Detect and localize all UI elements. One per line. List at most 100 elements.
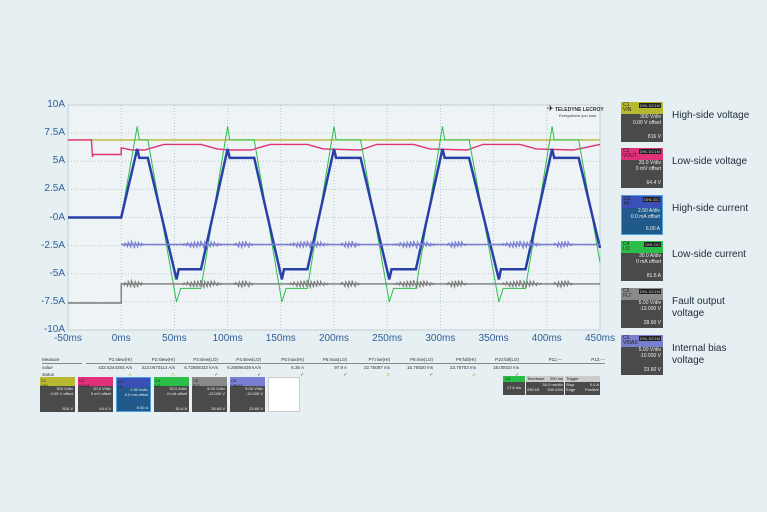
trace-line — [68, 139, 601, 158]
channel-id: C5 — [623, 288, 630, 294]
side-channel-c3[interactable]: C3 DHL DC HI 2.50 A/div 0.0 mA offset 6.00 A — [621, 195, 663, 235]
measure-value — [516, 364, 562, 371]
logo-brand: TELEDYNE LECROY — [554, 107, 604, 113]
trigger-type: Edge — [566, 387, 576, 392]
coupling-badge: DHL DC1M — [638, 149, 661, 154]
channel-id: C3 — [118, 379, 124, 384]
y-tick-label: -0A — [49, 211, 65, 223]
trigger-box[interactable]: Trigger Stop 0.0 A Edge Positive — [565, 376, 600, 395]
measure-value: 23.76703 ms — [449, 365, 476, 370]
channel-name: VIN — [41, 383, 48, 388]
timebase-value: 200 ms — [549, 376, 563, 381]
channel-scale: 5.00 V/div — [638, 347, 661, 353]
y-tick-label: -5A — [49, 267, 65, 279]
measure-column[interactable]: P9:fall(HI) 23.76703 ms ⚠ — [430, 356, 476, 378]
coupling-badge: DHL DC1M — [638, 103, 661, 108]
channel-name: FLT — [623, 293, 632, 299]
side-channel-c5[interactable]: C5 DHL DC1M FLT 5.00 V/div -13.000 V 28.60 V — [621, 288, 663, 328]
x-tick-label: 200ms — [318, 333, 349, 344]
measure-value: 15.75830 ms — [406, 365, 433, 370]
side-channel-c1[interactable]: C1 DHL DC1M VIN 300 V/div 0.00 V offset 816 V — [621, 102, 663, 142]
channel-box-c3[interactable]: C3 HI 2.50 A/div 0.0 mA offset 6.00 A — [116, 377, 151, 412]
channel-box-c2[interactable]: C2 VOUT 20.0 V/div 0 mV offset 64.4 V — [78, 377, 113, 412]
side-channel-c6[interactable]: C6 DHL DC1M VBIAS 5.00 V/div -10.000 V 23.60 … — [621, 335, 663, 375]
channel-offset: 0 mA offset — [167, 391, 187, 396]
measure-value: 97.9 A — [334, 365, 347, 370]
channel-value: 28.60 V — [211, 406, 225, 411]
trace-c2 — [68, 139, 601, 158]
timebase-box[interactable]: Timebase 200 ms 50.0 ms/div 250 kS 500 kS/… — [526, 376, 564, 395]
channel-box-c1[interactable]: C1 VIN 300 V/div 0.00 V offset 816 V — [40, 377, 75, 412]
channel-name: VBIAS — [623, 340, 638, 346]
sample-count: 250 kS — [527, 387, 540, 392]
channel-name: VIN — [623, 107, 632, 113]
measure-column[interactable]: P11:--- — [516, 356, 562, 378]
measure-column[interactable]: P6:max(LO) 97.9 A ✔ — [301, 356, 347, 378]
trace-line — [68, 283, 600, 304]
measure-name: P5:max(HI) — [258, 356, 304, 364]
channel-box-c5[interactable]: C5 FLT 5.00 V/div -13.000 V 28.60 V — [192, 377, 227, 412]
measure-status: ⚠ — [127, 372, 132, 377]
trigger-channel-box[interactable]: C4 17.6 ms — [503, 376, 525, 395]
trace-c5 — [68, 278, 600, 304]
channel-box-c4[interactable]: C4 LO 30.0 A/div 0 mA offset 81.6 A — [154, 377, 189, 412]
channel-value: 816 V — [647, 134, 661, 140]
measure-value: 432.6244383 A/s — [98, 365, 132, 370]
trigger-slope: Positive — [584, 387, 599, 392]
coupling-badge: DHL DC — [644, 242, 661, 247]
measure-column[interactable]: P10:fall(LO) 18.00010 ms ✔ — [473, 356, 519, 378]
measure-status: ⚠ — [471, 372, 476, 377]
channel-value: 81.6 A — [175, 406, 187, 411]
measure-column[interactable]: P12:--- — [559, 356, 605, 378]
measure-status: ✔ — [300, 372, 304, 377]
measure-column[interactable]: P7:rise(HI) 22.75087 ms ⚠ — [344, 356, 390, 378]
measure-value: 18.00010 ms — [492, 365, 519, 370]
empty-channel-slot[interactable] — [268, 377, 300, 412]
measure-column[interactable]: P3:slew(LO) 6.72869332 kA/s ✔ — [172, 356, 218, 378]
timebase-label: Timebase — [527, 376, 545, 381]
channel-scale: 300 V/div — [640, 114, 661, 120]
channel-scale: 2.50 A/div — [130, 387, 148, 392]
channel-scale: 5.00 V/div — [245, 386, 263, 391]
channel-box-c6[interactable]: C6 VBIAS 5.00 V/div -10.000 V 23.60 V — [230, 377, 265, 412]
channel-id: C3 — [624, 196, 631, 202]
channel-value: 28.60 V — [643, 320, 661, 326]
channel-id: C2 — [623, 148, 630, 154]
channel-value: 816 V — [62, 406, 73, 411]
channel-scale: 2.50 A/div — [638, 208, 660, 214]
channel-id: C2 — [79, 378, 85, 383]
y-tick-label: 5A — [52, 155, 65, 167]
x-tick-label: 400ms — [531, 333, 562, 344]
channel-description: Low-side voltage — [672, 156, 748, 167]
x-tick-label: 300ms — [425, 333, 456, 344]
measure-status: ✔ — [429, 372, 433, 377]
side-channel-c2[interactable]: C2 DHL DC1M VOUT 20.0 V/div 0 mV offset 64.4 … — [621, 148, 663, 188]
measure-column[interactable]: P1:slew(HI) 432.6244383 A/s ⚠ — [86, 356, 132, 378]
noise-burst — [179, 239, 225, 251]
channel-value: 81.6 A — [646, 273, 661, 279]
value-label: value — [42, 365, 53, 370]
channel-id: C1 — [623, 102, 630, 108]
measure-status: ⚠ — [170, 372, 175, 377]
trigger-level: 0.0 A — [589, 382, 599, 387]
channel-id: C4 — [155, 378, 161, 383]
y-tick-label: 2.5A — [44, 183, 65, 195]
measure-status: ✔ — [214, 372, 218, 377]
channel-offset: -10.000 V — [245, 391, 263, 396]
coupling-badge: DHL DC1M — [638, 289, 661, 294]
measure-status: ✔ — [257, 372, 261, 377]
measure-column[interactable]: P2:slew(HI) 413.0670114 A/s ⚠ — [129, 356, 175, 378]
coupling-badge: DHL DC1M — [638, 336, 661, 341]
measure-column[interactable]: P8:rise(LO) 15.75830 ms ✔ — [387, 356, 433, 378]
x-tick-label: -50ms — [54, 333, 82, 344]
trace-c4 — [120, 126, 601, 303]
measure-column[interactable]: P5:max(HI) 6.36 A ✔ — [258, 356, 304, 378]
channel-scale: 30.0 A/div — [169, 386, 187, 391]
measure-column[interactable]: P4:slew(LO) 6.26896438 kA/s ✔ — [215, 356, 261, 378]
measure-value: 6.72869332 kA/s — [184, 365, 218, 370]
channel-name: VBIAS — [231, 383, 243, 388]
side-channel-c4[interactable]: C4 DHL DC LO 30.0 A/div 0 mA offset 81.6 A — [621, 241, 663, 281]
logo-tagline: Everywhere you look — [559, 113, 597, 118]
timebase-scale: 50.0 ms/div — [542, 382, 563, 387]
trigger-label: Trigger — [565, 376, 600, 382]
